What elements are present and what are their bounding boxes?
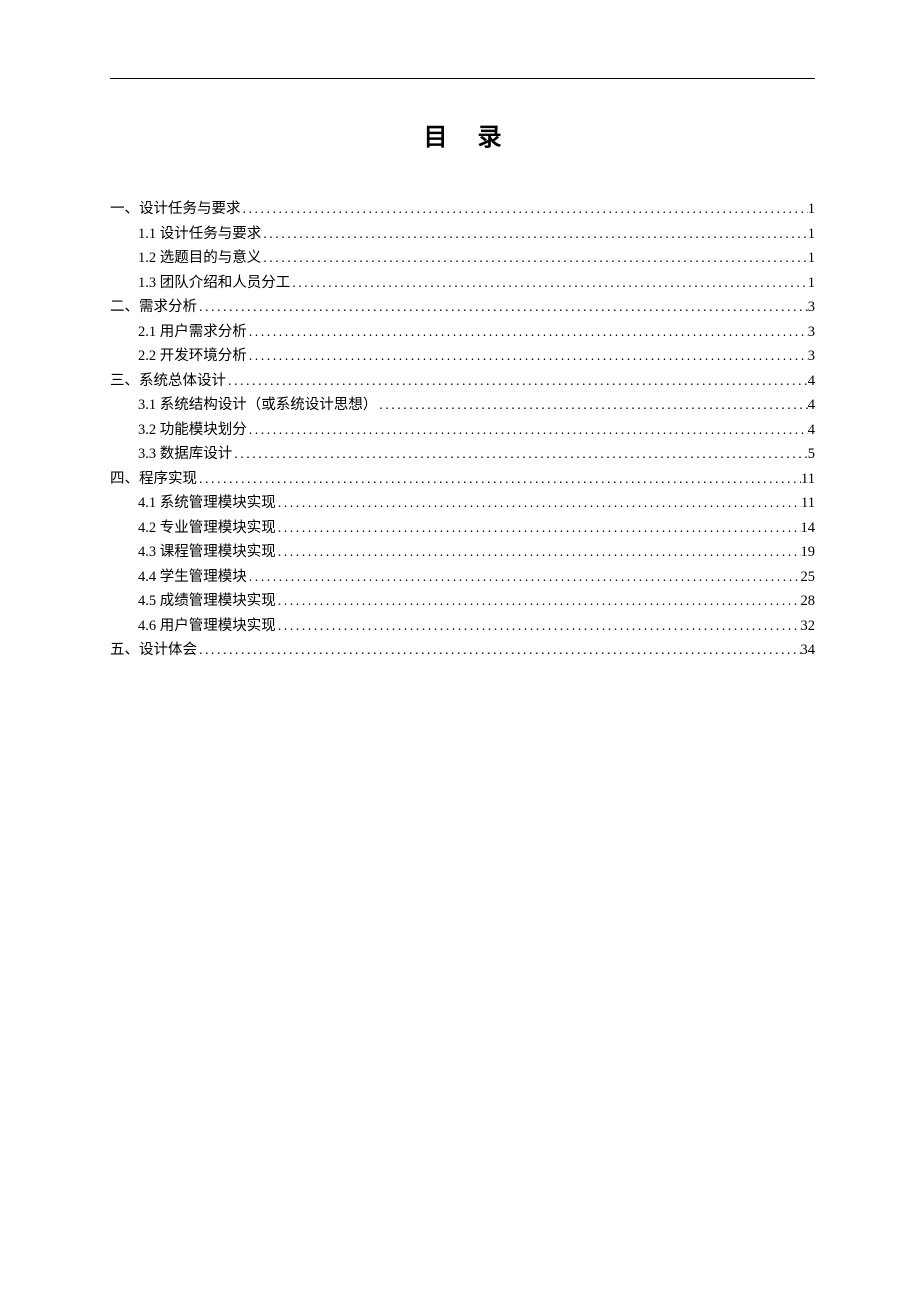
toc-entry-label: 一、设计任务与要求 [110,202,241,217]
toc-row: 1.1 设计任务与要求 1 [110,227,815,242]
toc-entry-page: 1 [808,202,815,217]
toc-row: 四、程序实现 11 [110,472,815,487]
toc-leader-dots [197,644,801,658]
toc-row: 三、系统总体设计 4 [110,374,815,389]
toc-leader-dots [261,228,808,242]
toc-entry-label: 2.2 开发环境分析 [110,349,247,364]
toc-entry-label: 3.3 数据库设计 [110,447,232,462]
toc-leader-dots [247,424,808,438]
toc-entry-label: 1.3 团队介绍和人员分工 [110,276,290,291]
table-of-contents: 一、设计任务与要求11.1 设计任务与要求11.2 选题目的与意义11.3 团队… [110,202,815,658]
toc-entry-label: 4.2 专业管理模块实现 [110,521,276,536]
toc-leader-dots [197,473,801,487]
toc-entry-label: 4.5 成绩管理模块实现 [110,594,276,609]
toc-entry-page: 4 [808,374,815,389]
toc-row: 4.1 系统管理模块实现 11 [110,496,815,511]
toc-entry-page: 11 [801,472,815,487]
toc-leader-dots [247,350,808,364]
document-page: 目录 一、设计任务与要求11.1 设计任务与要求11.2 选题目的与意义11.3… [0,0,920,658]
toc-row: 二、需求分析 3 [110,300,815,315]
toc-row: 五、设计体会 34 [110,643,815,658]
toc-entry-label: 三、系统总体设计 [110,374,226,389]
toc-leader-dots [241,203,808,217]
top-rule [110,78,815,79]
toc-leader-dots [276,620,801,634]
toc-entry-label: 1.2 选题目的与意义 [110,251,261,266]
toc-entry-page: 3 [808,300,815,315]
toc-entry-label: 4.6 用户管理模块实现 [110,619,276,634]
toc-leader-dots [276,546,801,560]
toc-leader-dots [261,252,808,266]
toc-entry-page: 5 [808,447,815,462]
toc-row: 3.1 系统结构设计（或系统设计思想） 4 [110,398,815,413]
toc-entry-page: 3 [808,349,815,364]
toc-entry-page: 25 [801,570,816,585]
toc-leader-dots [276,595,801,609]
toc-entry-page: 3 [808,325,815,340]
toc-entry-label: 3.1 系统结构设计（或系统设计思想） [110,398,377,413]
toc-entry-page: 28 [801,594,816,609]
toc-row: 4.4 学生管理模块 25 [110,570,815,585]
toc-row: 4.2 专业管理模块实现 14 [110,521,815,536]
toc-entry-page: 4 [808,398,815,413]
page-title: 目录 [110,117,815,152]
toc-entry-page: 1 [808,251,815,266]
toc-entry-label: 3.2 功能模块划分 [110,423,247,438]
toc-entry-label: 四、程序实现 [110,472,197,487]
toc-entry-page: 14 [801,521,816,536]
toc-entry-page: 4 [808,423,815,438]
toc-row: 1.3 团队介绍和人员分工 1 [110,276,815,291]
toc-entry-label: 4.3 课程管理模块实现 [110,545,276,560]
toc-row: 4.6 用户管理模块实现 32 [110,619,815,634]
toc-leader-dots [232,448,808,462]
toc-entry-label: 4.4 学生管理模块 [110,570,247,585]
toc-entry-label: 2.1 用户需求分析 [110,325,247,340]
toc-entry-page: 32 [801,619,816,634]
toc-leader-dots [276,522,801,536]
toc-leader-dots [247,571,801,585]
toc-row: 3.2 功能模块划分 4 [110,423,815,438]
toc-row: 4.5 成绩管理模块实现 28 [110,594,815,609]
toc-entry-page: 34 [801,643,816,658]
toc-entry-label: 4.1 系统管理模块实现 [110,496,276,511]
toc-leader-dots [276,497,801,511]
toc-leader-dots [290,277,808,291]
toc-entry-page: 1 [808,276,815,291]
toc-leader-dots [247,326,808,340]
toc-entry-page: 11 [801,496,815,511]
toc-entry-label: 1.1 设计任务与要求 [110,227,261,242]
toc-leader-dots [377,399,808,413]
toc-entry-label: 二、需求分析 [110,300,197,315]
toc-entry-page: 1 [808,227,815,242]
toc-entry-label: 五、设计体会 [110,643,197,658]
toc-row: 1.2 选题目的与意义 1 [110,251,815,266]
toc-row: 2.2 开发环境分析 3 [110,349,815,364]
toc-leader-dots [226,375,808,389]
toc-row: 4.3 课程管理模块实现 19 [110,545,815,560]
toc-row: 一、设计任务与要求 1 [110,202,815,217]
toc-row: 2.1 用户需求分析 3 [110,325,815,340]
toc-row: 3.3 数据库设计 5 [110,447,815,462]
toc-leader-dots [197,301,808,315]
toc-entry-page: 19 [801,545,816,560]
